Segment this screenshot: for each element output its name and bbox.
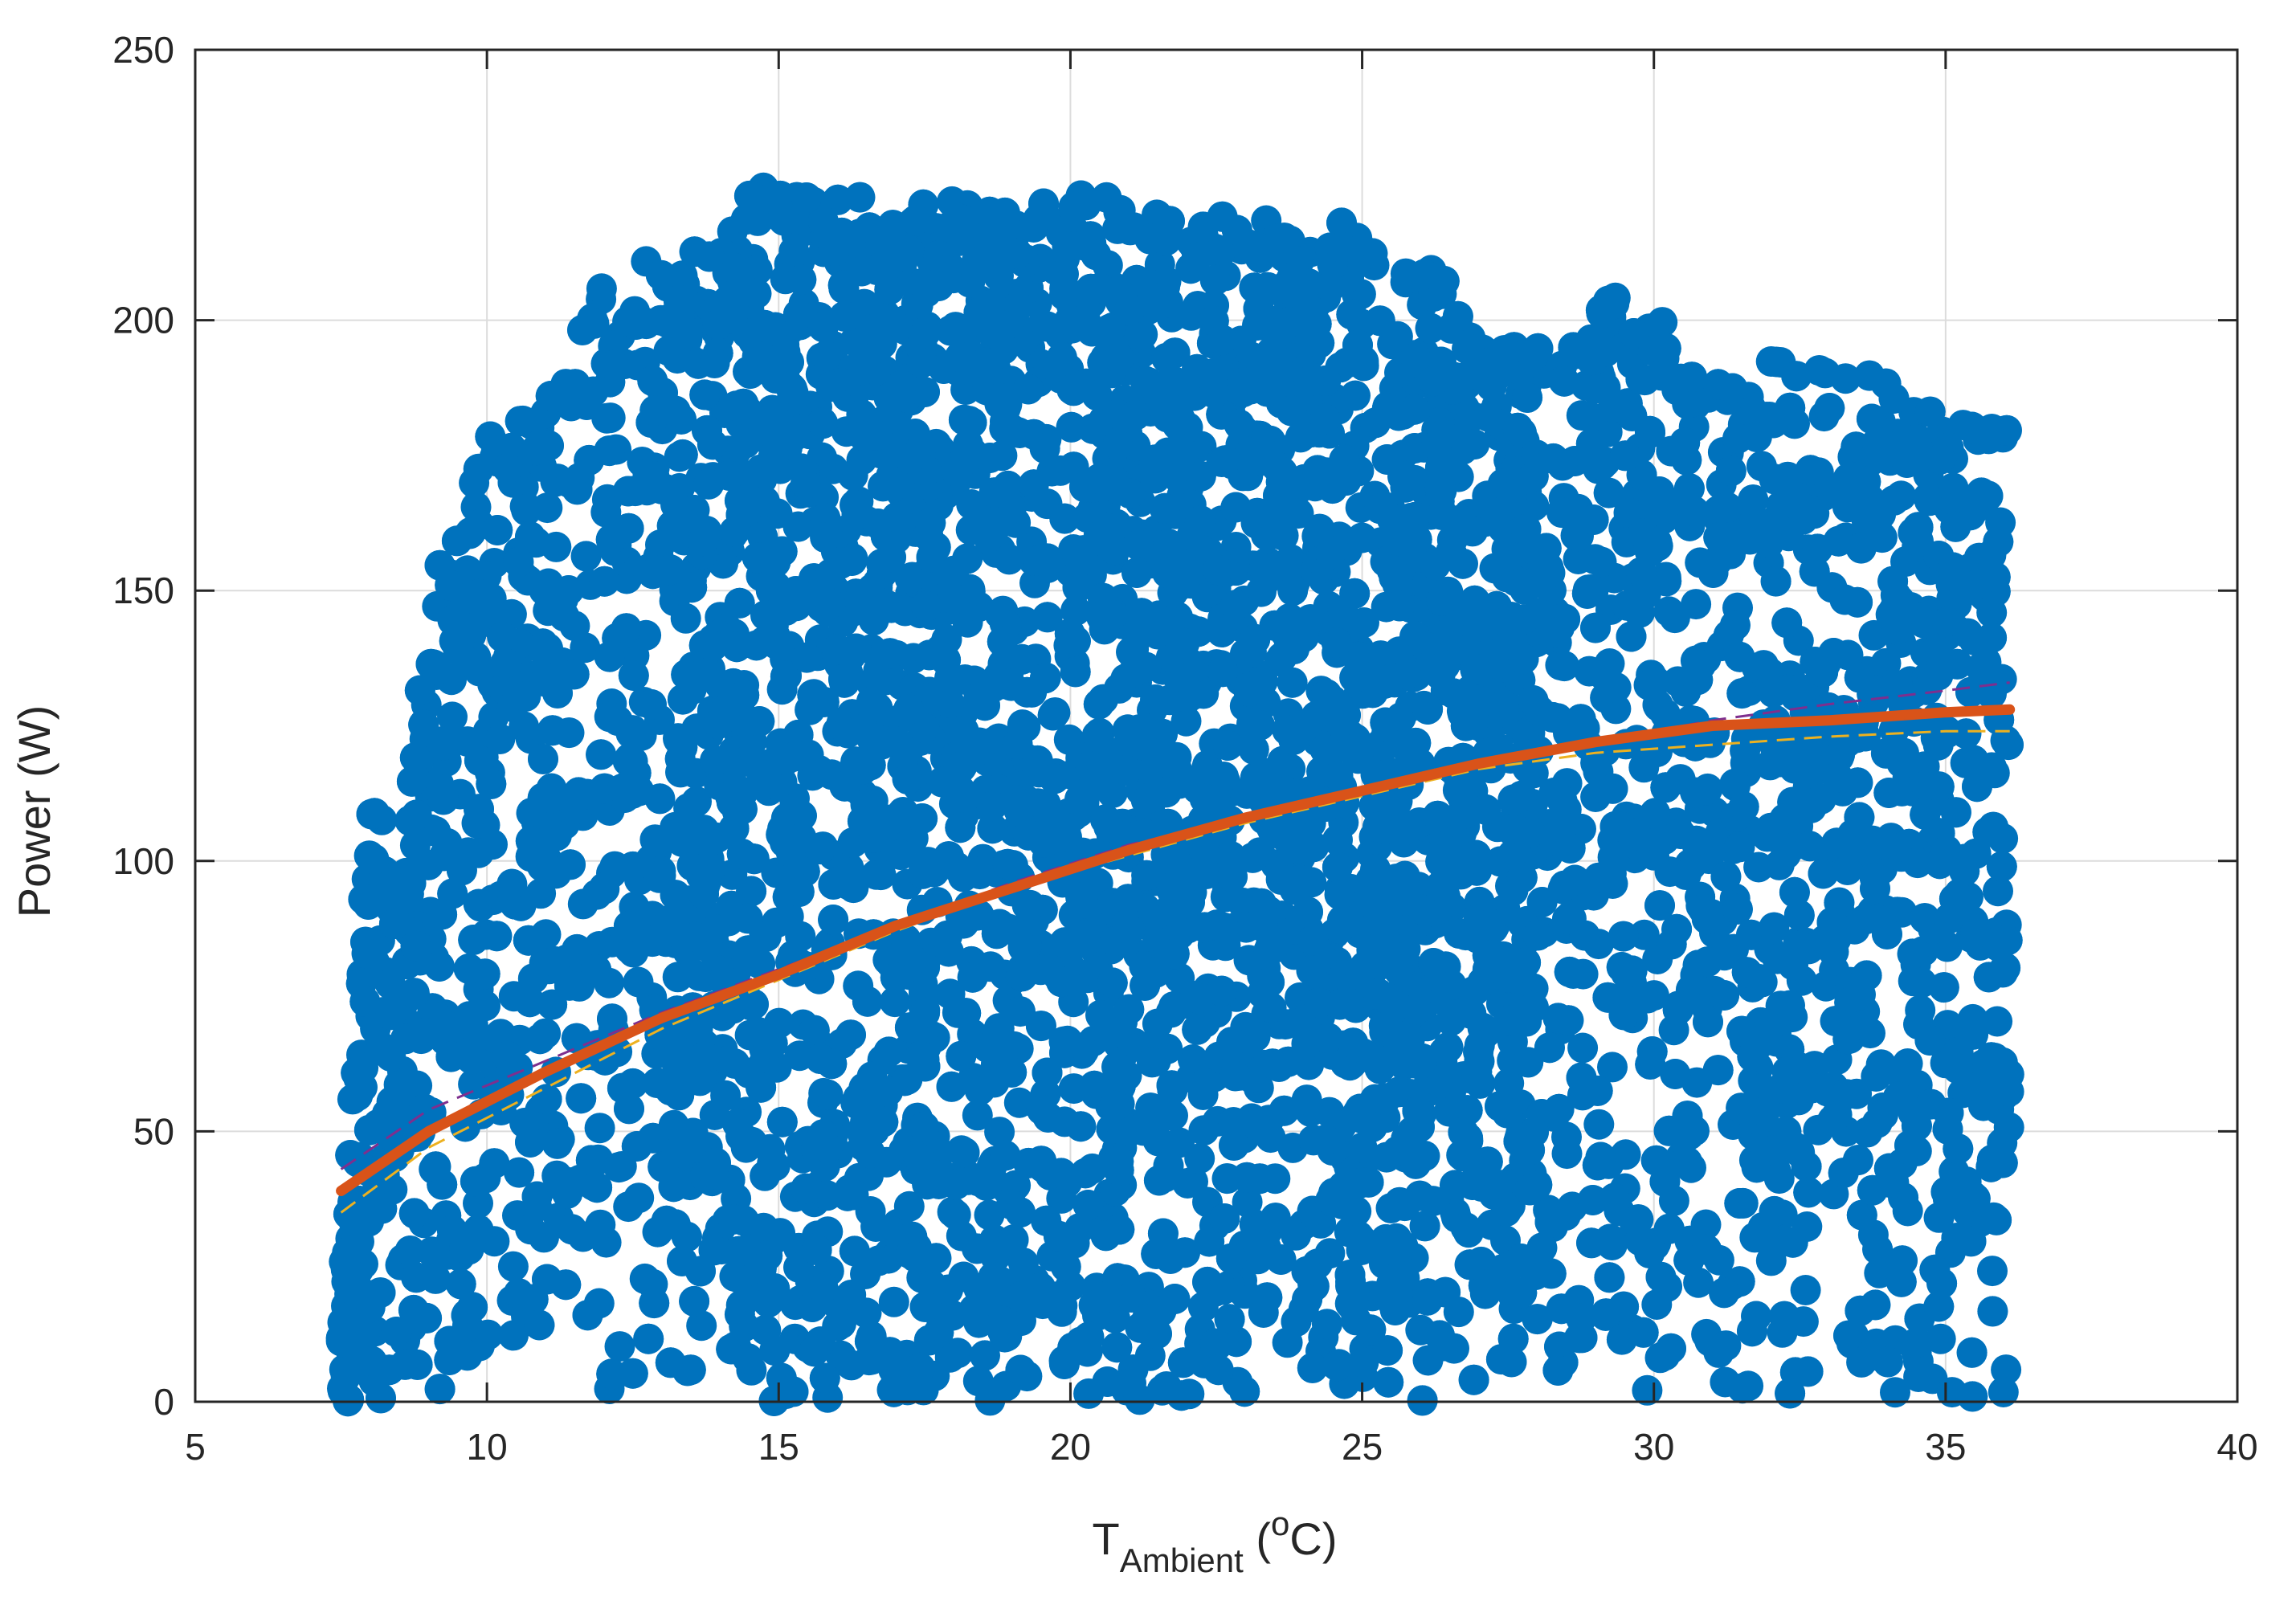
data-point xyxy=(1662,994,1693,1026)
data-point xyxy=(629,1263,660,1294)
data-point xyxy=(1983,876,2013,907)
data-point xyxy=(623,1182,655,1214)
data-point xyxy=(1065,1111,1097,1142)
data-point xyxy=(970,1170,1002,1201)
data-point xyxy=(1187,1291,1219,1322)
data-point xyxy=(586,273,617,304)
data-point xyxy=(1207,656,1238,688)
data-point xyxy=(1050,1251,1081,1282)
data-point xyxy=(1913,482,1944,513)
data-point xyxy=(590,496,622,528)
data-point xyxy=(1077,1153,1108,1184)
data-point xyxy=(1600,693,1632,725)
data-point xyxy=(497,1251,529,1282)
data-point xyxy=(1340,380,1371,411)
data-point xyxy=(1311,1309,1342,1340)
data-point xyxy=(401,1262,432,1293)
data-point xyxy=(1993,1076,2024,1107)
data-point xyxy=(893,1190,925,1222)
data-point xyxy=(1407,1385,1438,1416)
scatter-points xyxy=(325,172,2024,1417)
data-point xyxy=(1571,578,1603,609)
data-point xyxy=(541,531,572,562)
data-point xyxy=(984,1117,1015,1148)
data-point xyxy=(1880,1377,1910,1408)
data-point xyxy=(1759,1195,1790,1227)
data-point xyxy=(1188,1115,1219,1146)
data-point xyxy=(710,1080,742,1111)
data-point xyxy=(670,602,701,634)
data-point xyxy=(1861,1061,1892,1092)
data-point xyxy=(1743,852,1775,883)
data-point xyxy=(750,1160,781,1191)
data-point xyxy=(570,541,602,572)
data-point xyxy=(1831,1079,1862,1110)
data-point xyxy=(1790,1275,1821,1305)
data-point xyxy=(1817,1105,1849,1136)
data-point xyxy=(1986,851,2017,882)
data-point xyxy=(1833,1320,1864,1351)
data-point xyxy=(1072,1190,1104,1220)
data-point xyxy=(1594,648,1625,679)
data-point xyxy=(1583,1109,1615,1140)
data-point xyxy=(437,701,468,733)
data-point xyxy=(686,1310,717,1342)
data-point xyxy=(416,1236,447,1268)
data-point xyxy=(1415,312,1446,344)
data-point xyxy=(1291,1084,1322,1116)
data-point xyxy=(1003,1033,1034,1064)
data-point xyxy=(1194,1226,1225,1257)
data-point xyxy=(846,444,877,476)
data-point xyxy=(604,1331,635,1362)
data-point xyxy=(618,660,649,691)
data-point xyxy=(1232,1186,1263,1218)
data-point xyxy=(942,1338,974,1369)
data-point xyxy=(1903,1362,1934,1392)
data-point xyxy=(1177,1044,1208,1075)
data-point xyxy=(1977,1256,2008,1287)
data-point xyxy=(1988,1377,2019,1407)
data-point xyxy=(1710,1330,1742,1362)
data-point xyxy=(1127,319,1158,350)
data-point xyxy=(1597,1052,1628,1083)
data-point xyxy=(1487,513,1518,544)
data-point xyxy=(962,1100,993,1131)
data-point xyxy=(1567,1032,1599,1064)
data-point xyxy=(594,701,625,733)
data-point xyxy=(1733,1370,1764,1402)
data-point xyxy=(1563,544,1594,574)
data-point xyxy=(1384,590,1416,622)
data-point xyxy=(878,1286,909,1317)
data-point xyxy=(940,1199,971,1231)
data-point xyxy=(459,468,490,499)
data-point xyxy=(1991,1354,2022,1386)
data-point xyxy=(1269,1095,1300,1126)
data-point xyxy=(1170,705,1202,737)
data-point xyxy=(1586,546,1617,578)
data-point xyxy=(1846,1346,1877,1378)
data-point xyxy=(662,962,693,993)
data-point xyxy=(584,1113,615,1144)
